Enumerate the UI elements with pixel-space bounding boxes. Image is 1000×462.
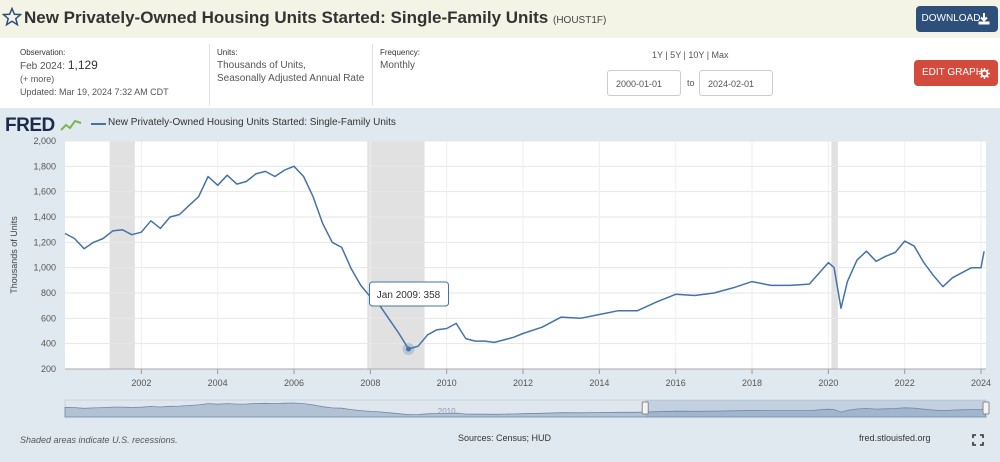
end-date-input[interactable]: 2024-02-01 [699, 70, 773, 96]
y-tick-label: 1,600 [33, 187, 56, 197]
navigator-series [64, 402, 987, 418]
hover-point [406, 346, 412, 352]
divider [372, 44, 373, 106]
y-tick-label: 800 [41, 288, 56, 298]
start-date-input[interactable]: 2000-01-01 [607, 70, 681, 96]
y-axis-label: Thousands of Units [9, 216, 19, 294]
frequency-value: Monthly [380, 60, 416, 71]
navigator-handle-left [641, 401, 649, 415]
y-tick-label: 1,800 [33, 161, 56, 171]
legend-label: New Privately-Owned Housing Units Starte… [108, 117, 396, 128]
line-chart[interactable]: 200 400 600 800 1,000 1,200 1,400 1,600 1,800 2,0… [0, 108, 1000, 462]
x-tick-label: 2008 [360, 378, 380, 388]
range-selector[interactable]: 1Y | 5Y | 10Y | Max [652, 50, 729, 60]
edit-graph-button[interactable]: EDIT GRAPH [914, 60, 998, 86]
x-tick-label: 2002 [131, 378, 151, 388]
x-tick-label: 2020 [818, 378, 838, 388]
gear-icon [979, 68, 990, 79]
header-bar: New Privately-Owned Housing Units Starte… [0, 0, 1000, 38]
series-line [64, 165, 985, 350]
units-line1: Thousands of Units, [217, 60, 306, 71]
y-tick-label: 1,200 [33, 237, 56, 247]
units-label: Units: [217, 48, 238, 57]
divider [209, 44, 210, 106]
series-title: New Privately-Owned Housing Units Starte… [24, 8, 549, 27]
y-tick-label: 400 [41, 339, 56, 349]
recession-band [367, 141, 425, 369]
x-tick-label: 2010 [437, 378, 457, 388]
edit-graph-label: EDIT GRAPH [922, 67, 983, 78]
recession-band [831, 141, 838, 369]
page-title: New Privately-Owned Housing Units Starte… [24, 8, 606, 28]
x-tick-label: 2022 [895, 378, 915, 388]
tooltip-value: 358 [424, 290, 441, 301]
more-link[interactable]: (+ more) [20, 74, 55, 84]
plot-background [65, 141, 986, 369]
navigator-window [645, 400, 986, 417]
fred-logo: FRED [5, 115, 82, 137]
to-label: to [687, 78, 695, 88]
observation-block: Observation: Feb 2024: 1,129 (+ more) Up… [20, 46, 169, 99]
fred-logo-text: FRED [5, 115, 55, 136]
site-url[interactable]: fred.stlouisfed.org [859, 433, 931, 443]
y-tick-label: 2,000 [33, 136, 56, 146]
fullscreen-icon[interactable] [972, 434, 984, 446]
updated-text: Updated: Mar 19, 2024 7:32 AM CDT [20, 87, 169, 97]
navigator-handle-right [982, 401, 990, 415]
fred-logo-graph-icon [59, 119, 81, 131]
frequency-label: Frequency: [380, 48, 421, 57]
x-tick-label: 2016 [666, 378, 686, 388]
sources-text: Sources: Census; HUD [458, 433, 552, 443]
frequency-block: Frequency: Monthly [380, 46, 420, 72]
series-id: (HOUST1F) [553, 15, 607, 26]
tooltip-label: Jan 2009: 358 [377, 290, 441, 301]
observation-label: Observation: [20, 48, 66, 57]
y-tick-label: 1,400 [33, 212, 56, 222]
x-tick-label: 2004 [208, 378, 228, 388]
navigator-label: 2010 [438, 407, 456, 416]
download-icon [978, 13, 990, 25]
observation-period: Feb 2024: [20, 61, 66, 72]
x-tick-label: 2018 [742, 378, 762, 388]
download-label: DOWNLOAD [921, 13, 981, 24]
download-button[interactable]: DOWNLOAD [916, 6, 998, 32]
recession-note: Shaded areas indicate U.S. recessions. [20, 435, 178, 445]
x-tick-label: 2014 [589, 378, 609, 388]
legend-swatch [91, 123, 106, 125]
units-line2: Seasonally Adjusted Annual Rate [217, 73, 365, 84]
x-tick-label: 2006 [284, 378, 304, 388]
y-tick-label: 600 [41, 313, 56, 323]
y-tick-label: 200 [41, 364, 56, 374]
star-icon[interactable] [2, 7, 22, 27]
recession-band [109, 141, 135, 369]
y-tick-label: 1,000 [33, 263, 56, 273]
x-tick-label: 2012 [513, 378, 533, 388]
x-tick-label: 2024 [971, 378, 991, 388]
units-block: Units: Thousands of Units, Seasonally Ad… [217, 46, 364, 85]
chart-panel: FRED New Privately-Owned Housing Units S… [0, 108, 1000, 462]
tooltip-box [369, 281, 450, 307]
observation-value: 1,129 [67, 58, 98, 72]
